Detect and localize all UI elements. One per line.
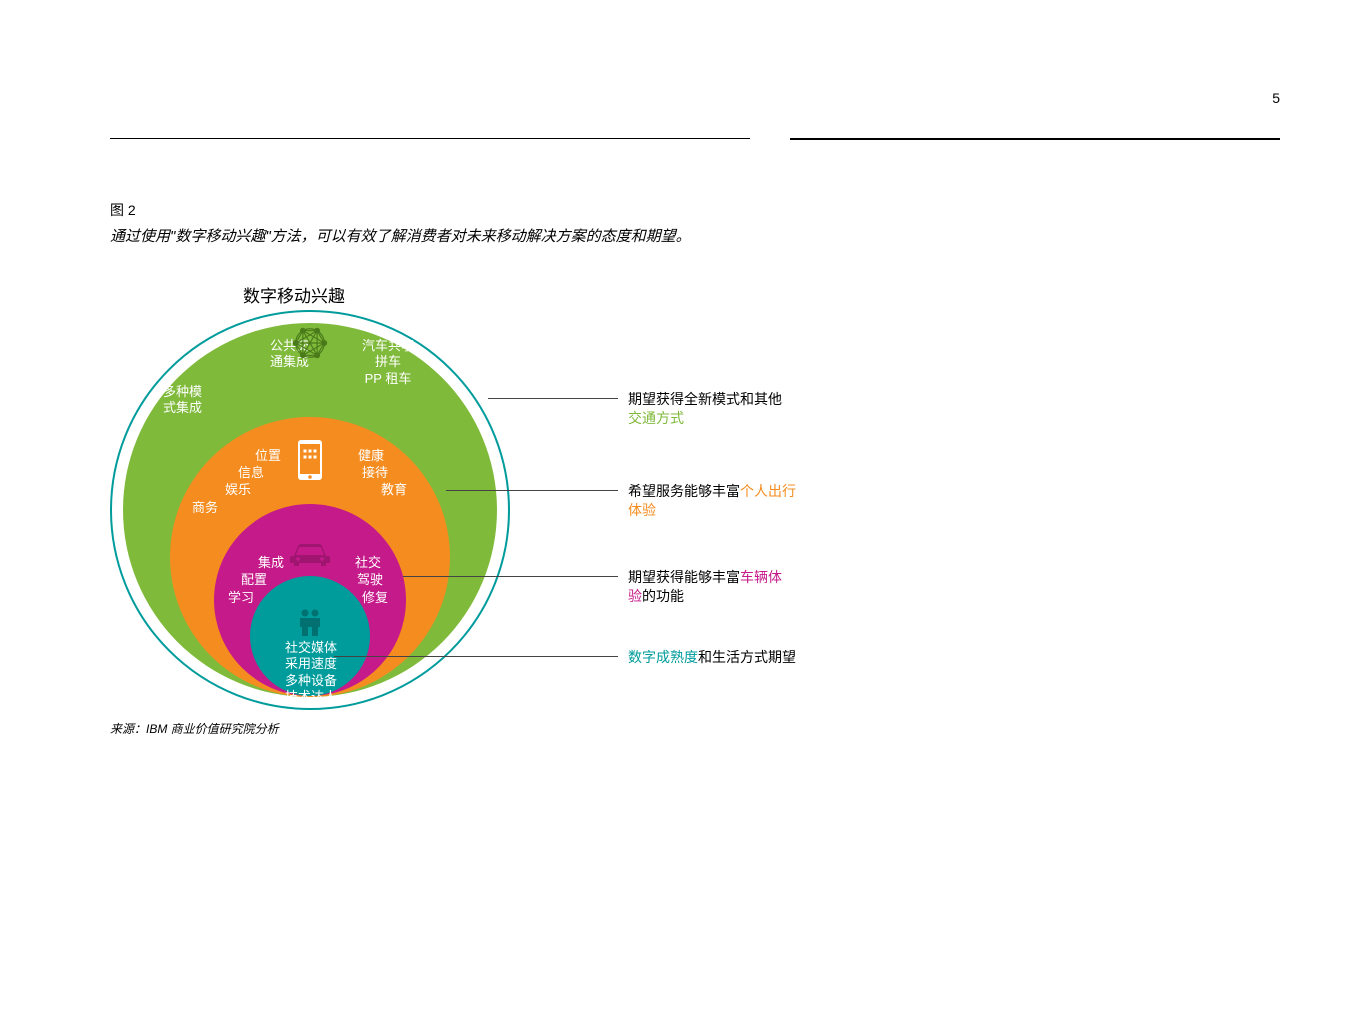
diagram-title: 数字移动兴趣 <box>243 282 345 307</box>
ring-label: 商务 <box>192 500 218 516</box>
nested-circle-diagram: 公共交 通集成汽车共享 拼车 PP 租车多种模 式集成位置信息娱乐商务健康接待教… <box>110 310 510 710</box>
people-icon <box>295 607 325 637</box>
ring-label: 健康 <box>358 448 384 464</box>
ring-label: 集成 <box>258 555 284 571</box>
header-rule-right <box>790 138 1280 140</box>
ring-label: 教育 <box>381 482 407 498</box>
ring-label: 位置 <box>255 448 281 464</box>
figure-caption: 通过使用"数字移动兴趣"方法，可以有效了解消费者对未来移动解决方案的态度和期望。 <box>110 225 691 246</box>
ring-label: 信息 <box>238 465 264 481</box>
leader-line <box>403 576 618 577</box>
annotation-text: 期望获得能够丰富车辆体验的功能 <box>628 568 808 606</box>
car-icon <box>288 540 332 568</box>
ring-label: 娱乐 <box>225 482 251 498</box>
annotation-text: 希望服务能够丰富个人出行体验 <box>628 482 808 520</box>
smartphone-icon <box>297 439 323 481</box>
ring-label: 学习 <box>228 590 254 606</box>
ring-label: 驾驶 <box>357 572 383 588</box>
leader-line <box>488 398 618 399</box>
source-citation: 来源：IBM 商业价值研究院分析 <box>110 720 279 737</box>
leader-line <box>334 656 618 657</box>
annotation-text: 数字成熟度和生活方式期望 <box>628 648 808 667</box>
ring-label: 接待 <box>362 465 388 481</box>
ring-label: 社交 <box>355 555 381 571</box>
figure-label: 图 2 <box>110 200 136 220</box>
ring-label: 社交媒体 采用速度 多种设备 技术达人 <box>285 640 337 705</box>
ring-label: 修复 <box>362 590 388 606</box>
ring-label: 配置 <box>241 572 267 588</box>
leader-line <box>446 490 618 491</box>
header-rule-left <box>110 138 750 139</box>
ring-label: 汽车共享 拼车 PP 租车 <box>362 338 414 387</box>
page-number: 5 <box>1272 90 1280 106</box>
annotation-text: 期望获得全新模式和其他交通方式 <box>628 390 808 428</box>
ring-label: 多种模 式集成 <box>163 384 202 417</box>
network-icon <box>291 324 329 362</box>
